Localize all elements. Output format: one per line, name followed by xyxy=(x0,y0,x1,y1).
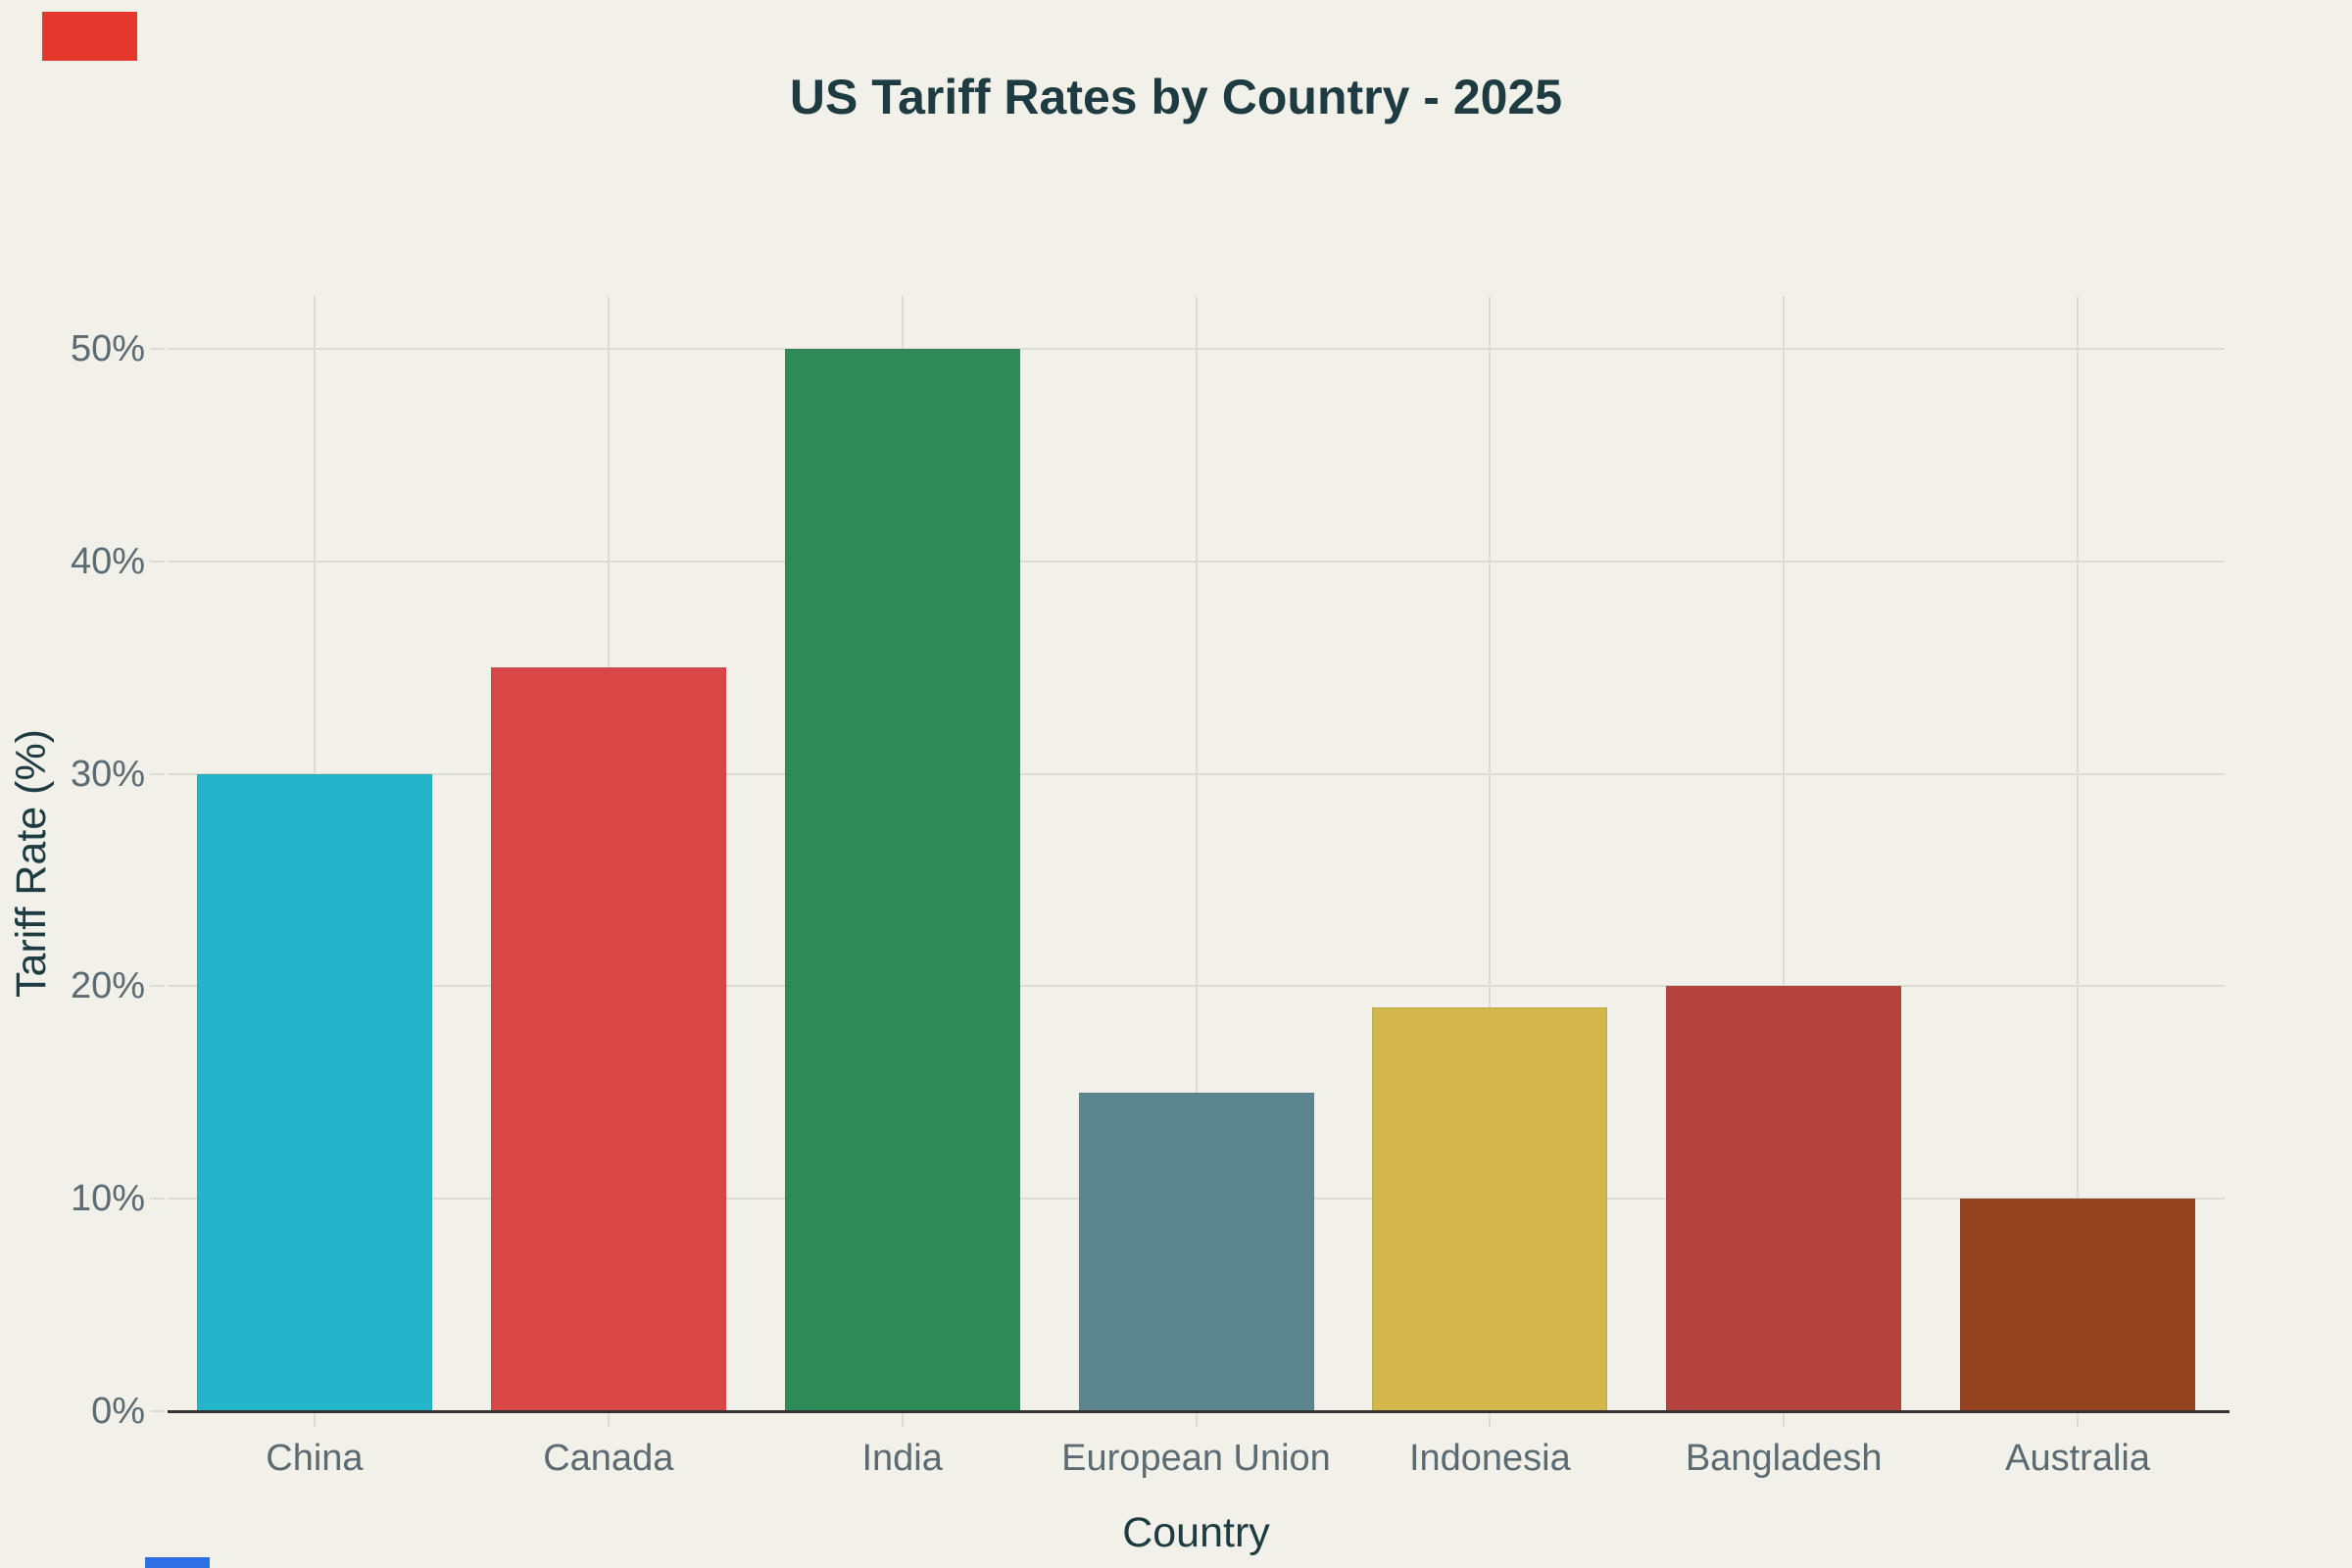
x-axis-tick xyxy=(1489,1413,1492,1427)
chart-title: US Tariff Rates by Country - 2025 xyxy=(789,70,1563,124)
x-axis-tick xyxy=(313,1413,316,1427)
x-axis-tick-label: European Union xyxy=(1061,1438,1331,1479)
x-axis-tick-label: Canada xyxy=(543,1438,674,1479)
x-axis-tick-label: India xyxy=(861,1438,943,1479)
bar-european-union[interactable] xyxy=(1078,1092,1314,1411)
y-axis-tick-label: 10% xyxy=(70,1178,145,1220)
bar-china[interactable] xyxy=(196,773,432,1411)
gridline-vertical xyxy=(1489,296,1492,1411)
gridline-vertical xyxy=(2077,296,2080,1411)
bar-australia[interactable] xyxy=(1960,1199,2196,1411)
x-axis-tick xyxy=(901,1413,904,1427)
y-axis-tick xyxy=(150,985,165,988)
bar-indonesia[interactable] xyxy=(1372,1007,1608,1411)
x-axis-tick xyxy=(1195,1413,1198,1427)
y-axis-tick-label: 20% xyxy=(70,965,145,1007)
gridline-vertical xyxy=(1783,296,1786,1411)
x-axis-tick xyxy=(2077,1413,2080,1427)
x-axis-line xyxy=(168,1410,2230,1413)
y-axis-tick-label: 50% xyxy=(70,328,145,370)
x-axis-tick-label: Indonesia xyxy=(1408,1438,1571,1479)
y-axis-title: Tariff Rate (%) xyxy=(8,729,55,998)
gridline-vertical xyxy=(1195,296,1198,1411)
bar-canada[interactable] xyxy=(490,667,726,1411)
y-axis-tick xyxy=(150,1198,165,1200)
y-axis-tick xyxy=(150,1410,165,1412)
screen-capture-artifact-blue xyxy=(145,1557,210,1568)
x-axis-tick xyxy=(1783,1413,1786,1427)
y-axis-tick xyxy=(150,772,165,775)
bar-india[interactable] xyxy=(784,349,1020,1411)
screen-capture-artifact-red xyxy=(42,12,137,61)
y-axis-tick-label: 40% xyxy=(70,540,145,582)
y-axis-tick xyxy=(150,560,165,563)
x-axis-tick-label: Bangladesh xyxy=(1685,1438,1883,1479)
y-axis-tick xyxy=(150,348,165,351)
x-axis-tick-label: Australia xyxy=(2005,1438,2150,1479)
x-axis-tick-label: China xyxy=(266,1438,364,1479)
bar-bangladesh[interactable] xyxy=(1666,986,1902,1411)
x-axis-title: Country xyxy=(1122,1509,1270,1556)
y-axis-tick-label: 30% xyxy=(70,753,145,795)
x-axis-tick xyxy=(607,1413,610,1427)
y-axis-tick-label: 0% xyxy=(91,1391,145,1432)
